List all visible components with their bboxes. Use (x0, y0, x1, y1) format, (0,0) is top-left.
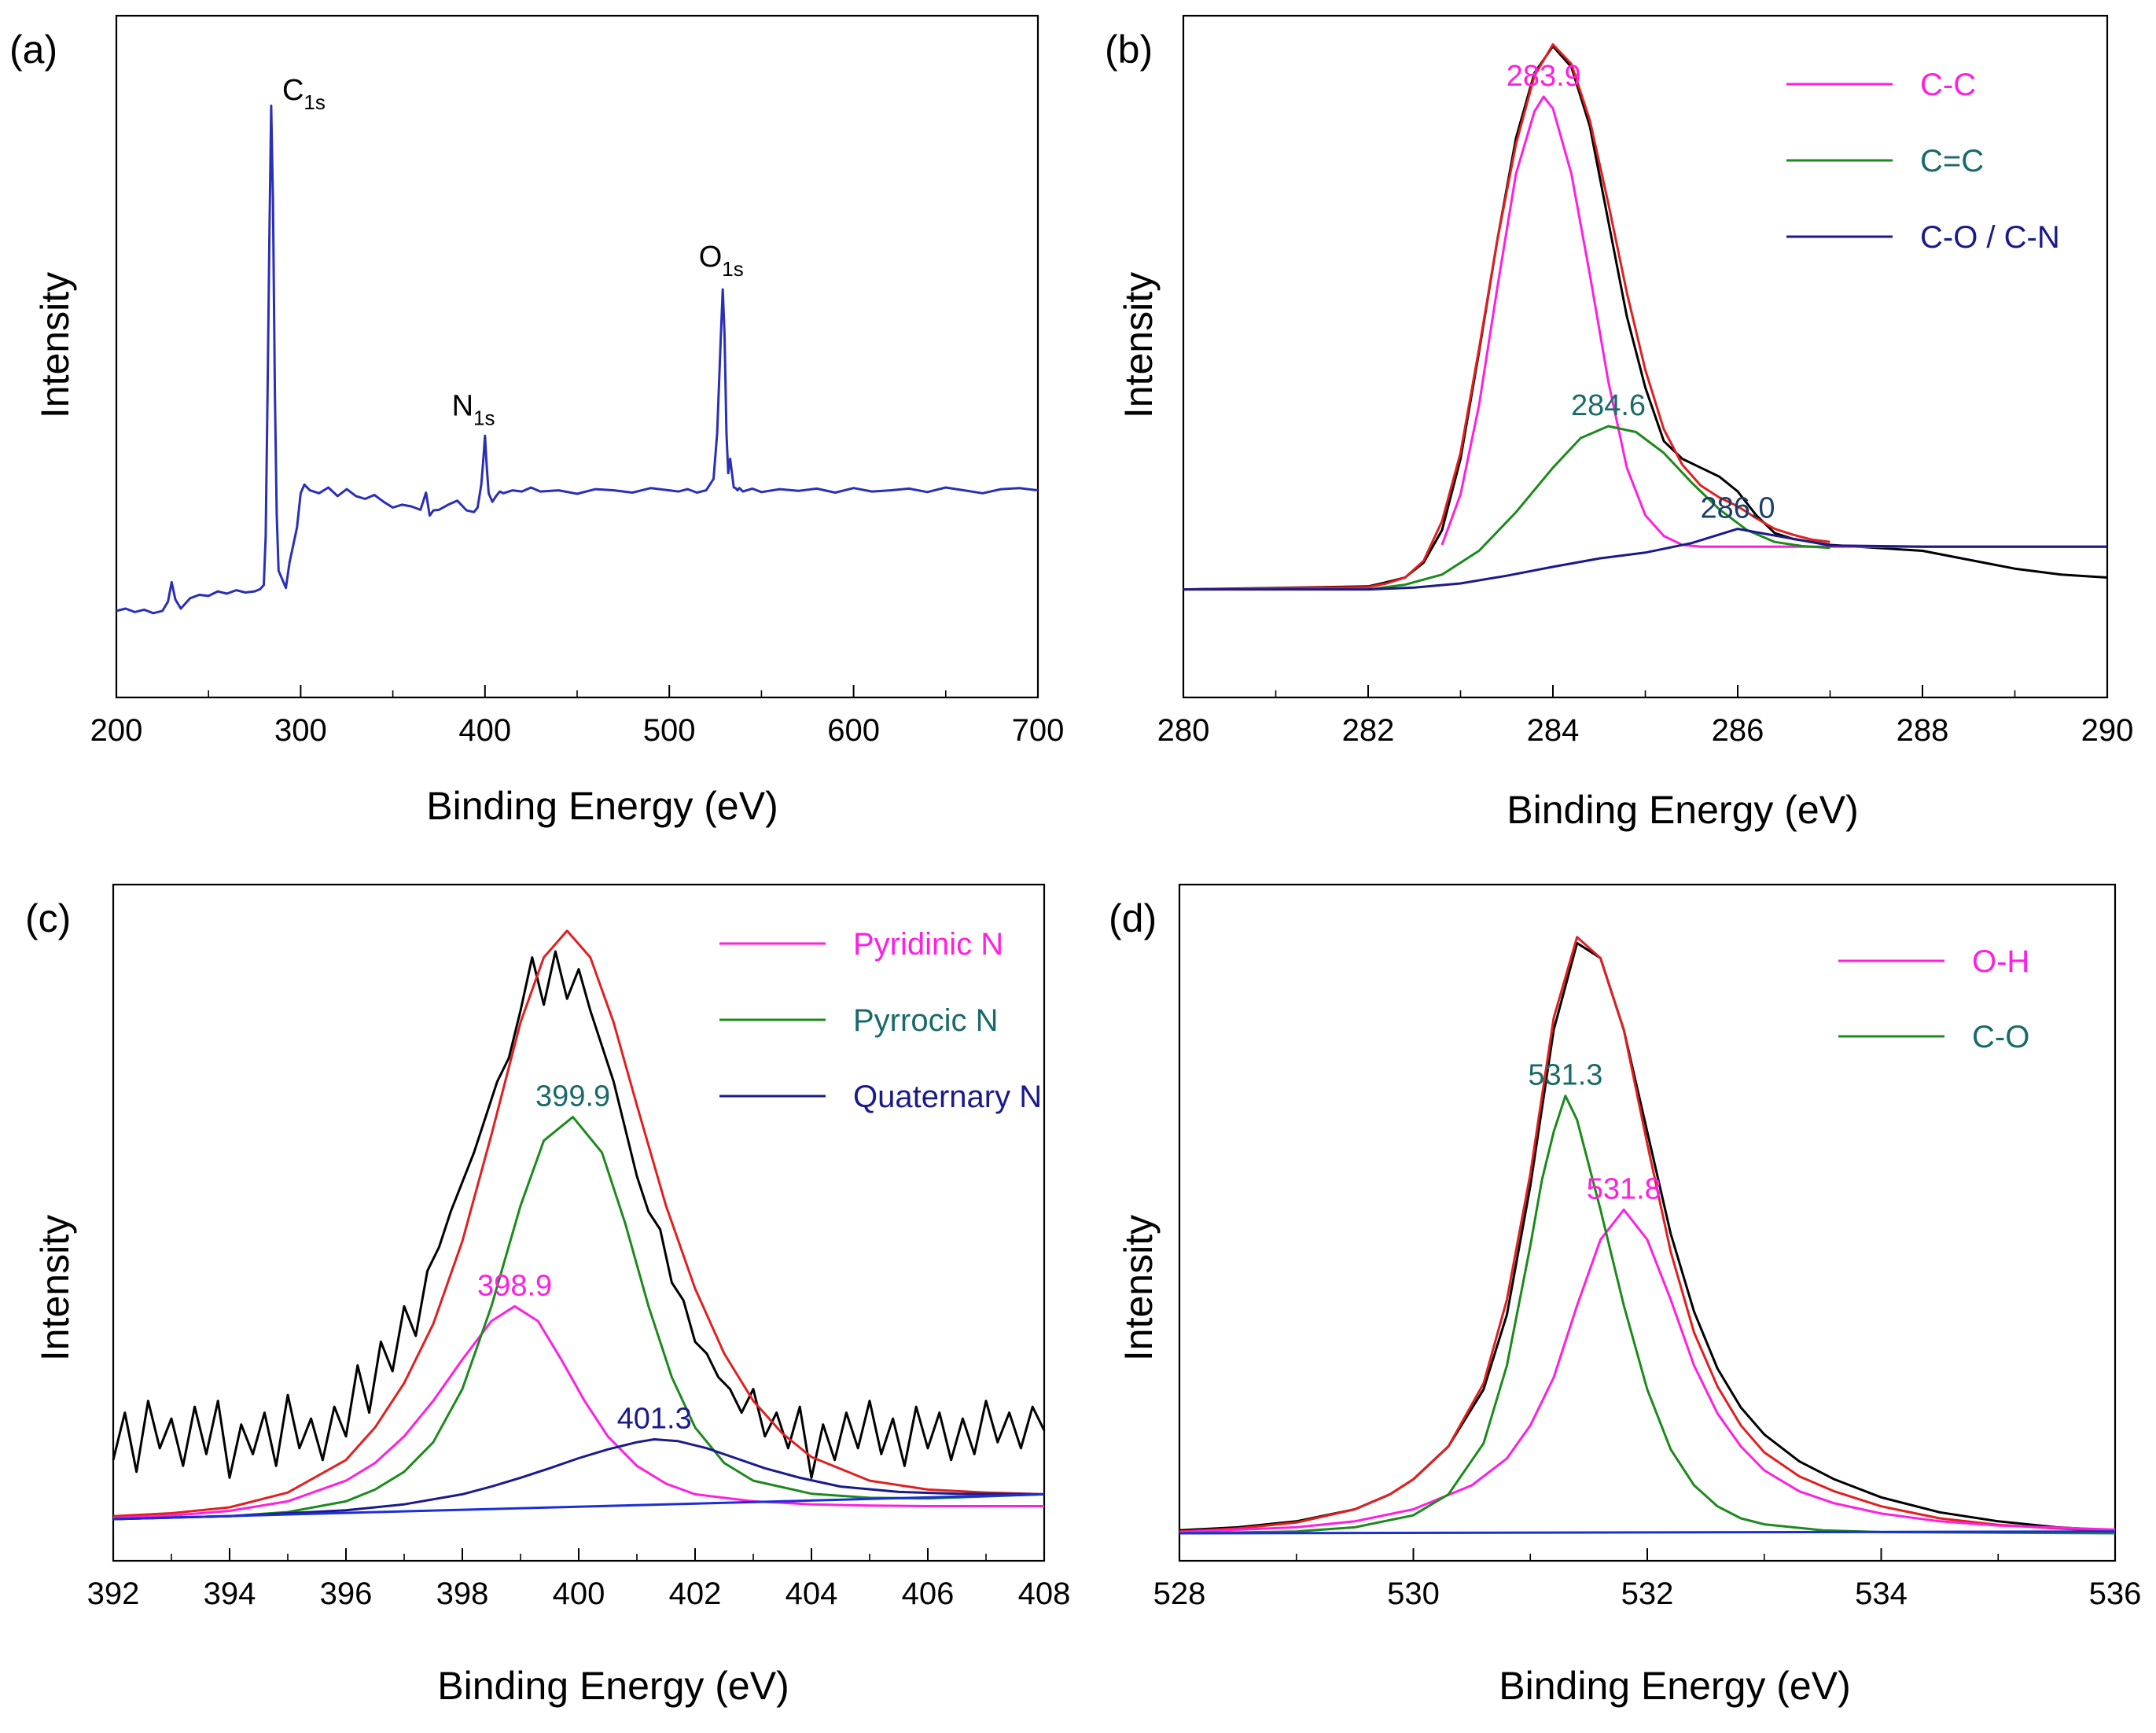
series-line-quaternary-n (112, 1438, 1045, 1521)
series-line-o-h (1179, 1209, 2116, 1533)
peak-value-label: 284.6 (1571, 389, 1646, 422)
x-tick-label: 404 (786, 1577, 838, 1611)
legend-label: C-C (1920, 68, 1976, 102)
x-tick-label: 288 (1897, 713, 1949, 748)
x-tick-label: 286 (1712, 713, 1764, 748)
y-axis-label: Intensity (33, 1215, 77, 1361)
peak-value-label: 401.3 (617, 1402, 692, 1435)
x-axis-label: Binding Energy (eV) (426, 784, 778, 828)
series-line-experimental (112, 950, 1046, 1479)
x-tick-label: 396 (320, 1577, 373, 1611)
x-tick-label: 282 (1342, 713, 1395, 748)
series-line-fitted (112, 929, 1045, 1518)
x-tick-label: 534 (1855, 1577, 1908, 1611)
x-tick-label: 406 (902, 1577, 955, 1611)
peak-value-label: 283.9 (1507, 60, 1581, 93)
x-tick-label: 500 (643, 713, 696, 748)
x-axis-label: Binding Energy (eV) (1507, 788, 1858, 832)
x-tick-label: 280 (1157, 713, 1210, 748)
series-line-c-c (1367, 425, 1830, 591)
series-line-baseline (112, 1492, 1045, 1521)
x-tick-label: 402 (669, 1577, 722, 1611)
x-tick-label: 400 (458, 713, 511, 748)
y-axis-label: Intensity (1117, 1215, 1161, 1361)
x-tick-label: 300 (274, 713, 327, 748)
panel-label: (d) (1109, 896, 1157, 940)
panel-b: (b) Intensity Binding Energy (eV) 280 282… (1105, 14, 2134, 832)
series-line-c-o (1179, 1095, 2116, 1535)
x-tick-label: 532 (1621, 1577, 1674, 1611)
peak-value-label: 399.9 (535, 1080, 610, 1113)
axes-frame (1178, 883, 2117, 1562)
x-tick-label: 394 (204, 1577, 256, 1611)
panel-c: (c) Intensity Binding Energy (eV) 392 394… (25, 883, 1071, 1708)
x-tick-label: 398 (436, 1577, 489, 1611)
legend-label: O-H (1972, 944, 2029, 979)
panel-a: (a) Intensity Binding Energy (eV) 200 300… (9, 14, 1065, 828)
legend-label: C-O / C-N (1920, 220, 2060, 255)
x-tick-label: 600 (827, 713, 880, 748)
x-tick-label: 700 (1012, 713, 1065, 748)
peak-label: C1s (282, 74, 326, 114)
x-tick-label: 284 (1527, 713, 1580, 748)
legend-label: C-O (1972, 1020, 2029, 1054)
y-axis-label: Intensity (1117, 272, 1161, 418)
peak-value-label: 286.0 (1700, 492, 1775, 525)
x-tick-label: 392 (87, 1577, 140, 1611)
series-line-c-c (1440, 95, 2107, 548)
panel-d: (d) Intensity Binding Energy (eV) 528 530… (1109, 883, 2142, 1708)
peak-value-label: 531.8 (1587, 1173, 1661, 1206)
panel-label: (c) (25, 896, 71, 940)
x-tick-label: 528 (1153, 1577, 1206, 1611)
peak-label: O1s (699, 241, 744, 281)
peak-value-label: 398.9 (477, 1269, 552, 1302)
series-line-experimental (1183, 45, 2108, 591)
x-tick-label: 530 (1387, 1577, 1440, 1611)
axes-frame (115, 14, 1039, 699)
legend-label: Pyrrocic N (853, 1003, 998, 1038)
legend-label: Pyridinic N (853, 927, 1003, 962)
series-line-baseline (1179, 1530, 2116, 1535)
series-line-fitted (1179, 936, 2116, 1533)
peak-label: N1s (452, 390, 495, 430)
series-line-c-o-c-n (1183, 528, 2107, 591)
peak-value-label: 531.3 (1528, 1059, 1602, 1092)
legend-label: C=C (1920, 144, 1984, 178)
x-tick-label: 200 (90, 713, 143, 748)
series-line-survey-spectrum (116, 105, 1039, 615)
legend-label: Quaternary N (853, 1080, 1042, 1114)
x-tick-label: 290 (2081, 713, 2134, 748)
x-axis-label: Binding Energy (eV) (1499, 1664, 1850, 1708)
x-tick-label: 400 (553, 1577, 605, 1611)
panel-label: (b) (1105, 28, 1153, 72)
series-line-pyrrocic-n (112, 1116, 1045, 1521)
x-tick-label: 408 (1018, 1577, 1071, 1611)
series-line-fitted (1183, 43, 1830, 591)
x-tick-label: 536 (2089, 1577, 2142, 1611)
axes-frame (1182, 14, 2109, 699)
x-axis-label: Binding Energy (eV) (437, 1664, 789, 1708)
y-axis-label: Intensity (33, 272, 77, 418)
panel-label: (a) (9, 28, 57, 72)
